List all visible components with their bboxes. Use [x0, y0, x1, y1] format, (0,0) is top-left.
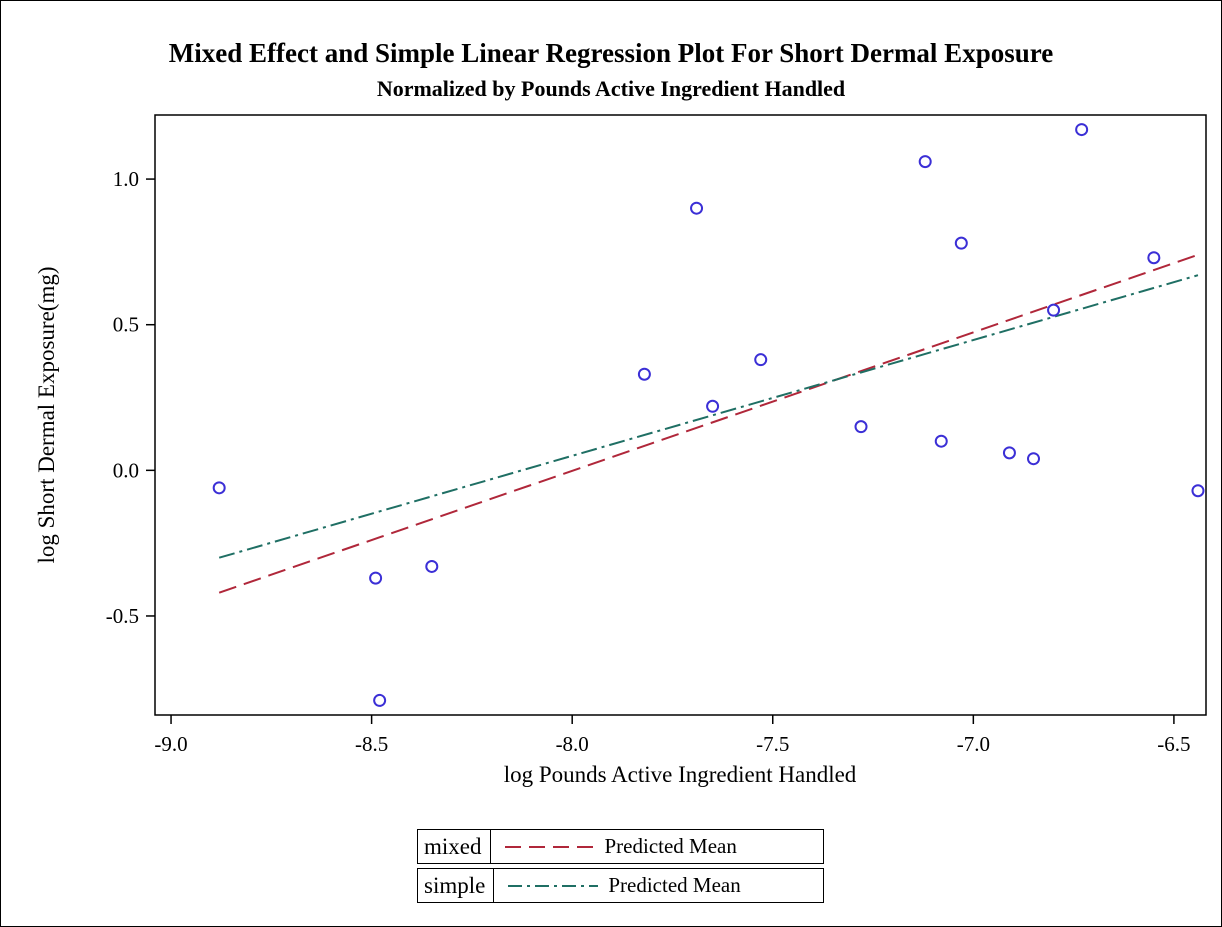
- legend-entry-mixed: Predicted Mean: [491, 834, 737, 859]
- legend-entry-simple: Predicted Mean: [494, 873, 741, 898]
- data-point: [425, 559, 439, 573]
- legend-mixed: mixed Predicted Mean: [417, 829, 824, 864]
- data-point: [854, 420, 868, 434]
- data-point: [1027, 452, 1041, 466]
- legend-entry-label: Predicted Mean: [604, 834, 737, 858]
- y-tick-label: -0.5: [106, 604, 139, 628]
- y-tick-label: 0.0: [113, 458, 139, 482]
- y-tick-label: 1.0: [113, 167, 139, 191]
- legend-swatch-simple: [508, 884, 599, 887]
- chart-subtitle: Normalized by Pounds Active Ingredient H…: [376, 76, 846, 101]
- data-point: [369, 571, 383, 585]
- data-point: [706, 399, 720, 413]
- x-axis-label: log Pounds Active Ingredient Handled: [504, 762, 857, 787]
- regression-line-simple: [218, 274, 1199, 559]
- data-point: [373, 693, 387, 707]
- data-point: [690, 201, 704, 215]
- chart-title: Mixed Effect and Simple Linear Regressio…: [168, 38, 1054, 68]
- legend-entry-label: Predicted Mean: [608, 873, 741, 897]
- data-point: [1147, 251, 1161, 265]
- y-axis-label: log Short Dermal Exposure(mg): [34, 266, 59, 563]
- legend-simple: simple Predicted Mean: [417, 868, 824, 903]
- x-tick-label: -6.5: [1157, 732, 1190, 756]
- plot-frame: [154, 114, 1207, 716]
- data-point: [934, 434, 948, 448]
- data-point: [918, 155, 932, 169]
- y-tick-label: 0.5: [113, 313, 139, 337]
- data-point: [754, 353, 768, 367]
- data-point: [954, 236, 968, 250]
- legend-group-label: mixed: [418, 830, 491, 863]
- x-tick-label: -8.0: [556, 732, 589, 756]
- data-point: [637, 367, 651, 381]
- data-point: [1002, 446, 1016, 460]
- x-tick-label: -7.0: [957, 732, 990, 756]
- legend-swatch-mixed: [504, 845, 595, 848]
- data-point: [1191, 484, 1205, 498]
- x-tick-label: -7.5: [756, 732, 789, 756]
- x-tick-label: -9.0: [154, 732, 187, 756]
- data-point: [1075, 123, 1089, 137]
- legend-group-label: simple: [418, 869, 495, 902]
- x-tick-label: -8.5: [355, 732, 388, 756]
- data-point: [212, 481, 226, 495]
- regression-line-mixed: [218, 253, 1199, 594]
- data-point: [1047, 303, 1061, 317]
